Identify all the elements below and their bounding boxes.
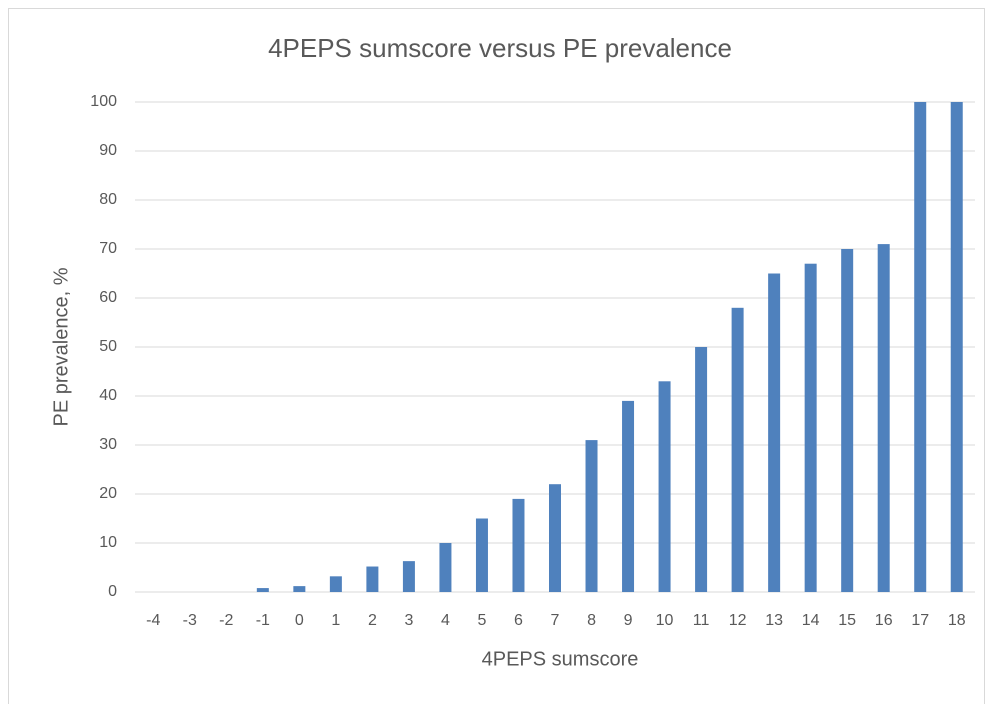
bar: [256, 588, 269, 592]
x-tick-label: 13: [765, 612, 783, 629]
x-tick-label: 8: [587, 612, 596, 629]
x-tick-label: -3: [183, 612, 197, 629]
x-tick-label: 17: [911, 612, 929, 629]
y-tick-label: 60: [99, 289, 117, 306]
bar: [950, 102, 963, 592]
y-tick-label: 70: [99, 240, 117, 257]
x-tick-label: 12: [729, 612, 747, 629]
x-tick-label: 10: [656, 612, 674, 629]
x-tick-label: 6: [514, 612, 523, 629]
bar: [768, 273, 781, 592]
chart-border: [8, 8, 985, 704]
x-tick-label: 14: [802, 612, 820, 629]
y-tick-label: 10: [99, 534, 117, 551]
bar: [658, 381, 671, 592]
bar: [549, 484, 561, 592]
x-tick-label: 4: [441, 612, 450, 629]
bar: [293, 586, 306, 592]
x-tick-label: 0: [295, 612, 304, 629]
x-tick-label: 7: [551, 612, 560, 629]
y-axis-label: PE prevalence, %: [50, 267, 72, 426]
y-tick-label: 0: [108, 583, 117, 600]
bar: [877, 244, 890, 592]
x-tick-label: 1: [331, 612, 340, 629]
bar: [475, 518, 488, 592]
x-tick-label: 18: [948, 612, 966, 629]
chart-title: 4PEPS sumscore versus PE prevalence: [268, 33, 732, 63]
y-tick-label: 50: [99, 338, 117, 355]
x-axis-label: 4PEPS sumscore: [482, 648, 639, 670]
bar: [585, 440, 598, 592]
bar: [366, 566, 379, 592]
x-tick-label: 5: [478, 612, 487, 629]
x-tick-label: -1: [256, 612, 270, 629]
bar: [731, 307, 744, 592]
bar: [804, 263, 817, 592]
y-tick-label: 80: [99, 191, 117, 208]
bar: [622, 400, 635, 592]
x-tick-label: -4: [146, 612, 160, 629]
x-tick-label: 9: [624, 612, 633, 629]
bar: [914, 102, 927, 592]
y-tick-label: 40: [99, 387, 117, 404]
x-tick-label: 3: [404, 612, 413, 629]
bar: [439, 543, 452, 592]
x-tick-label: 11: [693, 612, 710, 629]
y-tick-label: 100: [90, 93, 117, 110]
bar: [402, 561, 415, 592]
x-tick-label: 15: [838, 612, 856, 629]
x-tick-label: -2: [219, 612, 233, 629]
y-tick-label: 30: [99, 436, 117, 453]
y-tick-label: 90: [99, 142, 117, 159]
x-tick-label: 16: [875, 612, 893, 629]
y-tick-label: 20: [99, 485, 117, 502]
bar: [329, 576, 342, 592]
bar: [695, 347, 708, 592]
bar: [512, 498, 525, 592]
bar: [841, 249, 854, 592]
x-tick-label: 2: [368, 612, 377, 629]
